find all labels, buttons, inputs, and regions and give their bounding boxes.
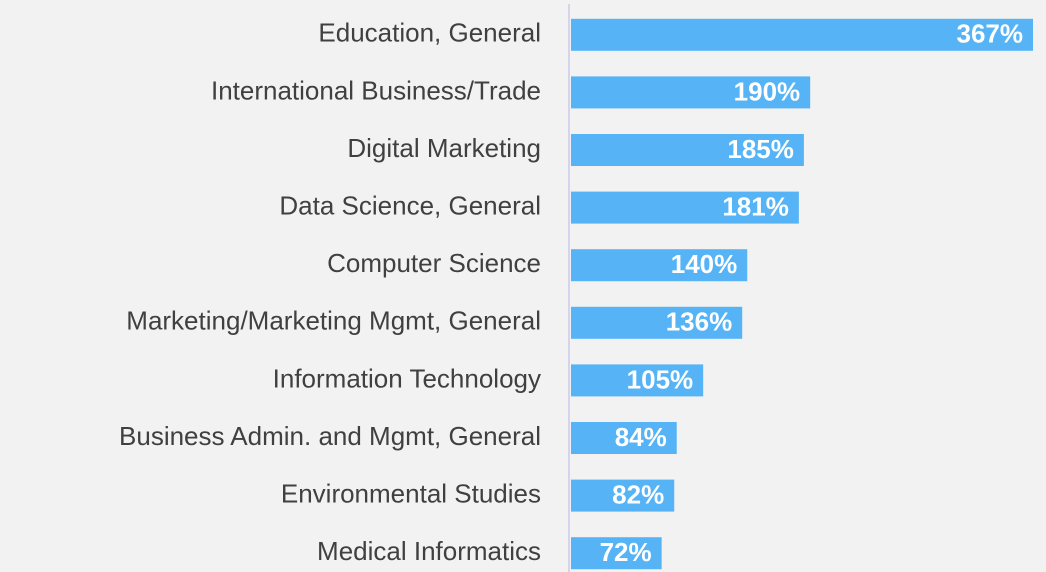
value-label: 82% [612,479,664,509]
value-label: 190% [734,76,801,106]
value-label: 105% [627,364,694,394]
bar [571,422,677,454]
bar [571,76,811,109]
bar [571,134,804,166]
value-label: 367% [957,19,1024,49]
bar [571,249,748,282]
value-label: 140% [671,249,738,279]
category-label: International Business/Trade [211,75,541,105]
bar [571,306,743,339]
category-label: Environmental Studies [281,478,541,508]
bar [571,191,799,224]
bar [571,479,675,512]
value-label: 84% [615,422,667,452]
bar [571,364,704,397]
category-label: Education, General [318,18,541,48]
value-label: 72% [600,537,652,567]
category-label: Information Technology [273,363,541,393]
category-label: Medical Informatics [317,536,541,566]
category-label: Data Science, General [279,190,541,220]
bar [571,537,662,570]
value-label: 185% [727,134,794,164]
value-label: 136% [666,307,733,337]
category-label: Business Admin. and Mgmt, General [119,421,541,451]
value-label: 181% [722,191,789,221]
category-label: Marketing/Marketing Mgmt, General [126,306,541,336]
category-label: Computer Science [327,248,541,278]
category-label: Digital Marketing [347,133,541,163]
bar [571,18,1033,51]
